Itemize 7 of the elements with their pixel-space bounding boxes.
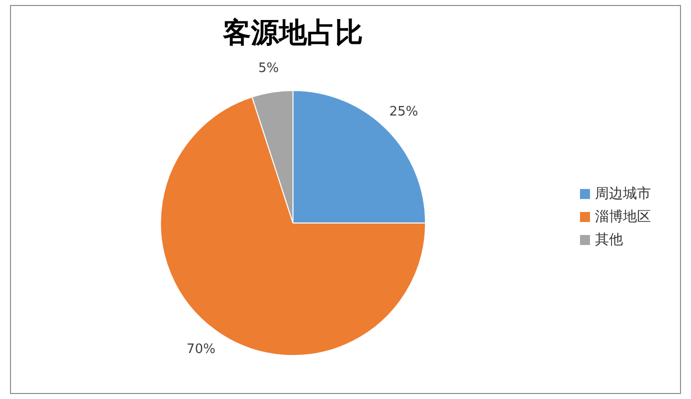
legend-label: 淄博地区	[595, 208, 651, 226]
data-label: 25%	[389, 104, 418, 120]
legend-label: 周边城市	[595, 184, 651, 202]
data-label: 5%	[258, 60, 279, 76]
data-label: 70%	[186, 342, 216, 357]
chart-title: 客源地占比	[222, 15, 364, 51]
legend-label: 其他	[595, 230, 623, 248]
